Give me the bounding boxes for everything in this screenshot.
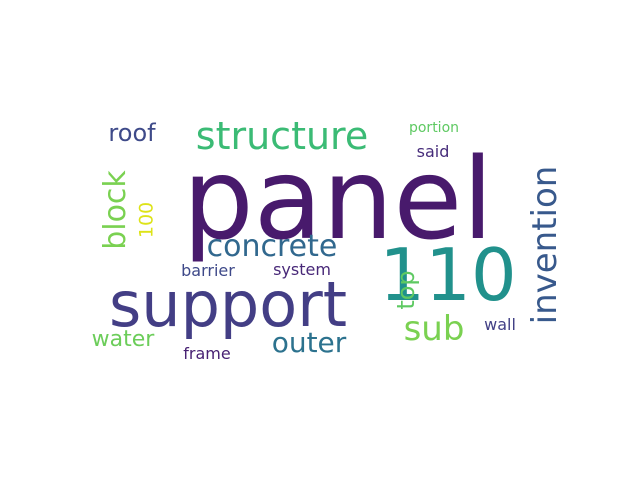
word-invention: invention [528, 166, 562, 325]
word-concrete: concrete [207, 232, 338, 262]
word-system: system [273, 262, 331, 278]
word-sub: sub [404, 312, 465, 346]
word-top: top [394, 270, 418, 309]
word-outer: outer [272, 329, 347, 357]
word-said: said [417, 144, 450, 160]
word-barrier: barrier [181, 263, 235, 279]
word-portion: portion [409, 121, 459, 135]
word-structure: structure [196, 117, 368, 155]
word-roof: roof [108, 121, 155, 145]
word-frame: frame [183, 346, 230, 362]
word-wall: wall [484, 317, 516, 333]
word-water: water [92, 329, 155, 351]
word-100: 100 [138, 202, 157, 238]
word-block: block [101, 170, 131, 250]
